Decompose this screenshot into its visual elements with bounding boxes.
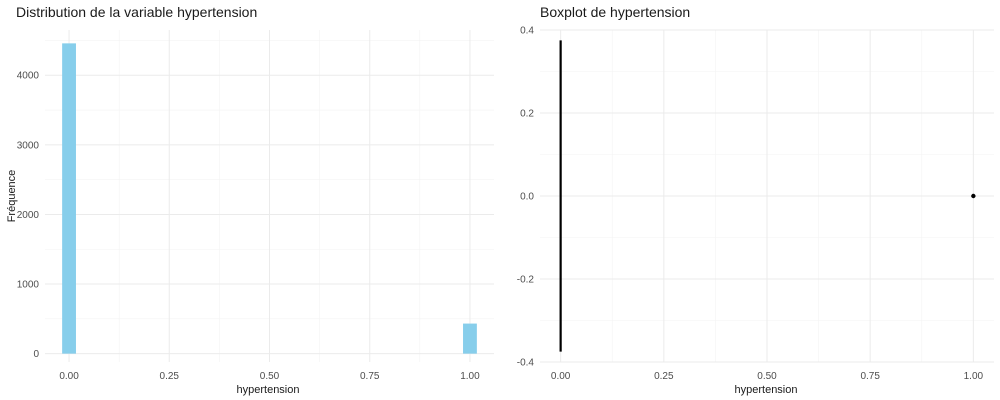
histogram-panel: Distribution de la variable hypertension… — [6, 4, 494, 396]
boxplot-outlier-point — [971, 193, 976, 199]
hist-x-tick-label: 0.25 — [160, 371, 180, 382]
histogram-grid — [45, 30, 494, 362]
boxplot-title: Boxplot de hypertension — [540, 4, 690, 20]
hist-x-tick-label: 1.00 — [460, 371, 480, 382]
hist-x-tick-label: 0.50 — [260, 371, 280, 382]
box-y-tick-label: -0.2 — [517, 275, 535, 286]
histogram-x-ticks: 0.00 0.25 0.50 0.75 1.00 — [59, 371, 480, 382]
boxplot-x-axis-label: hypertension — [735, 384, 798, 396]
hist-y-tick-label: 3000 — [17, 140, 40, 151]
boxplot-y-ticks: -0.4 -0.2 0.0 0.2 0.4 — [517, 26, 535, 369]
hist-x-tick-label: 0.00 — [59, 371, 79, 382]
histogram-bars — [62, 43, 477, 354]
histogram-bar — [463, 323, 477, 354]
boxplot-x-ticks: 0.00 0.25 0.50 0.75 1.00 — [551, 371, 984, 382]
boxplot-grid — [540, 29, 994, 363]
box-x-tick-label: 0.25 — [654, 371, 674, 382]
box-x-tick-label: 0.00 — [551, 371, 571, 382]
boxplot-marks — [559, 40, 976, 352]
hist-y-tick-label: 4000 — [17, 71, 40, 82]
histogram-x-axis-label: hypertension — [237, 384, 300, 396]
histogram-bar — [62, 43, 76, 354]
histogram-y-ticks: 0 1000 2000 3000 4000 — [17, 71, 40, 360]
box-y-tick-label: 0.0 — [520, 192, 534, 203]
box-y-tick-label: 0.4 — [520, 26, 534, 37]
boxplot-panel: Boxplot de hypertension 0.00 0.25 0.50 0.75… — [517, 4, 994, 396]
hist-y-tick-label: 1000 — [17, 280, 40, 291]
box-y-tick-label: 0.2 — [520, 109, 534, 120]
box-x-tick-label: 1.00 — [964, 371, 984, 382]
hist-y-tick-label: 2000 — [17, 210, 40, 221]
box-x-tick-label: 0.50 — [757, 371, 777, 382]
box-y-tick-label: -0.4 — [517, 358, 535, 369]
histogram-y-axis-label: Fréquence — [6, 170, 18, 223]
box-x-tick-label: 0.75 — [860, 371, 880, 382]
histogram-title: Distribution de la variable hypertension — [16, 4, 257, 20]
hist-x-tick-label: 0.75 — [360, 371, 380, 382]
hist-y-tick-label: 0 — [33, 349, 39, 360]
